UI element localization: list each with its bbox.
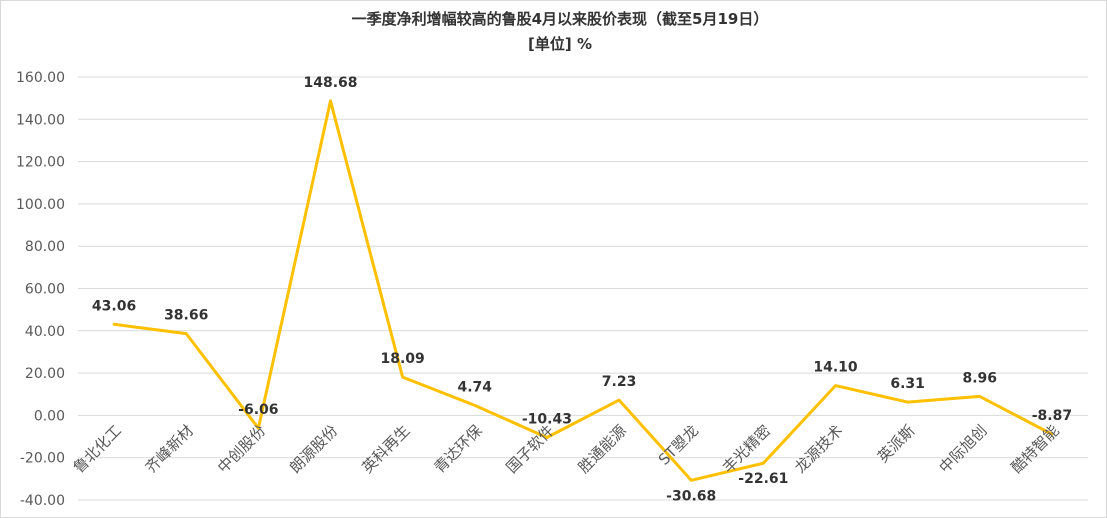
x-axis-label: 鲁北化工 [70,422,125,477]
series-line [112,99,1054,482]
data-label: 8.96 [963,370,998,386]
data-label: 38.66 [164,308,208,324]
y-tick-label: -40.00 [20,493,65,509]
y-tick-label: 160.00 [16,70,65,86]
data-label: 43.06 [92,298,136,314]
chart-title: 一季度净利增幅较高的鲁股4月以来股价表现（截至5月19日） [352,10,769,28]
data-label: 7.23 [602,374,637,390]
data-label: -8.87 [1032,408,1072,424]
x-axis-label: 中创股份 [214,422,269,477]
x-axis-label: 英科再生 [358,422,413,477]
grid-lines [78,76,1088,501]
y-tick-label: 120.00 [16,155,65,171]
data-label: -22.61 [738,471,788,487]
y-tick-label: 60.00 [25,282,65,298]
data-label: 14.10 [813,360,858,376]
x-axis-label: 龙源技术 [791,422,846,477]
data-label: 6.31 [890,376,925,392]
x-axis-label: 中际旭创 [935,422,990,477]
data-label: 148.68 [303,75,357,91]
chart-subtitle: [单位] % [528,35,592,53]
y-tick-label: -20.00 [20,451,65,467]
data-label: 18.09 [380,351,424,367]
y-axis-ticks: -40.00 -20.00 0.00 20.00 40.00 60.00 80.00 100.… [16,70,65,509]
data-label: -6.06 [238,402,278,418]
x-axis-label: 齐峰新材 [142,422,197,477]
x-axis-labels: 鲁北化工 齐峰新材 中创股份 朗源股份 英科再生 青达环保 国子软件 胜通能源 ST曌龙 丰光精密… [70,422,1063,477]
data-label: -10.43 [522,411,572,427]
data-labels: 43.06 38.66 -6.06 148.68 18.09 4.74 -10.43 7.23… [92,75,1072,504]
x-axis-label: ST曌龙 [655,422,702,469]
data-label: 4.74 [458,379,493,395]
y-tick-label: 20.00 [25,366,65,382]
x-axis-label: 青达环保 [430,422,485,477]
y-tick-label: 0.00 [34,408,65,424]
y-tick-label: 140.00 [16,112,65,128]
y-tick-label: 100.00 [16,197,65,213]
x-axis-label: 胜通能源 [575,422,630,477]
data-label: -30.68 [666,488,716,504]
x-axis-label: 酷特智能 [1008,422,1063,477]
x-axis-label: 朗源股份 [286,422,341,477]
y-tick-label: 80.00 [25,239,65,255]
y-tick-label: 40.00 [25,324,65,340]
x-axis-label: 英派斯 [874,422,919,467]
series-line-path [112,99,1054,482]
